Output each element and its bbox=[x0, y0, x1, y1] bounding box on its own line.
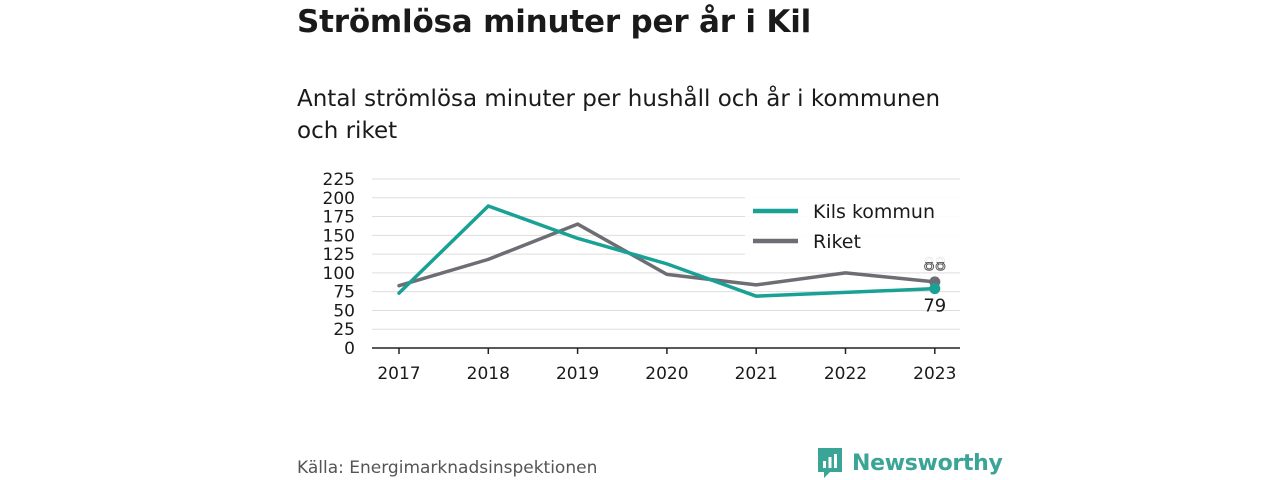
legend-label: Riket bbox=[813, 231, 861, 253]
brand-name: Newsworthy bbox=[852, 450, 1003, 476]
x-tick-label: 2023 bbox=[913, 364, 956, 384]
y-tick-label: 50 bbox=[333, 301, 355, 321]
x-tick-label: 2021 bbox=[735, 364, 778, 384]
x-axis: 2017 2018 2019 2020 2021 2022 2023 bbox=[372, 347, 960, 384]
y-tick-label: 125 bbox=[323, 245, 355, 265]
source-note: Källa: Energimarknadsinspektionen bbox=[297, 458, 598, 478]
legend-label: Kils kommun bbox=[813, 201, 935, 223]
chart-title: Strömlösa minuter per år i Kil bbox=[297, 4, 812, 40]
x-tick-label: 2017 bbox=[377, 364, 420, 384]
x-tick-label: 2018 bbox=[467, 364, 510, 384]
brand-logo[interactable]: Newsworthy bbox=[816, 446, 1003, 480]
series-lines bbox=[397, 204, 941, 298]
x-tick-label: 2019 bbox=[556, 364, 599, 384]
series-line bbox=[397, 222, 937, 288]
y-tick-label: 100 bbox=[323, 264, 355, 284]
chart-subtitle: Antal strömlösa minuter per hushåll och … bbox=[297, 86, 941, 144]
x-tick-label: 2022 bbox=[824, 364, 867, 384]
y-tick-label: 175 bbox=[323, 208, 355, 228]
series-line bbox=[397, 204, 937, 298]
newsworthy-chart-bubble-icon bbox=[818, 448, 842, 478]
legend: Kils kommun Riket bbox=[745, 190, 960, 262]
legend-background bbox=[745, 190, 960, 262]
y-tick-label: 0 bbox=[344, 339, 355, 359]
y-tick-label: 225 bbox=[323, 170, 355, 190]
y-tick-label: 200 bbox=[323, 189, 355, 209]
end-point-marker bbox=[929, 283, 941, 295]
x-tick-label: 2020 bbox=[645, 364, 688, 384]
y-tick-label: 150 bbox=[323, 226, 355, 246]
end-value-label: 79 bbox=[923, 296, 946, 317]
y-tick-label: 25 bbox=[333, 320, 355, 340]
y-tick-label: 75 bbox=[333, 283, 355, 303]
